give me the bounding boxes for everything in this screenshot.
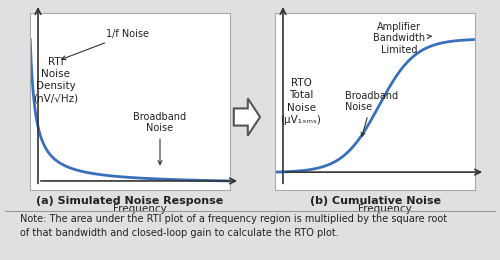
Text: RTO
Total
Noise
(μV₁ₓₘₛ): RTO Total Noise (μV₁ₓₘₛ) xyxy=(280,78,322,125)
FancyArrow shape xyxy=(234,98,260,136)
Text: RTI
Noise
Density
(nV/√Hz): RTI Noise Density (nV/√Hz) xyxy=(34,57,78,104)
Text: Broadband
Noise: Broadband Noise xyxy=(134,112,186,165)
Text: (a) Simulated Noise Response: (a) Simulated Noise Response xyxy=(36,196,224,206)
Text: (b) Cumulative Noise: (b) Cumulative Noise xyxy=(310,196,440,206)
Text: Broadband
Noise: Broadband Noise xyxy=(345,90,398,136)
Text: Frequency: Frequency xyxy=(113,204,167,214)
Text: Amplifier
Bandwidth
Limited: Amplifier Bandwidth Limited xyxy=(373,22,431,55)
Text: Note: The area under the RTI plot of a frequency region is multiplied by the squ: Note: The area under the RTI plot of a f… xyxy=(20,214,447,238)
Text: 1/f Noise: 1/f Noise xyxy=(62,29,149,60)
Text: Frequency: Frequency xyxy=(358,204,412,214)
